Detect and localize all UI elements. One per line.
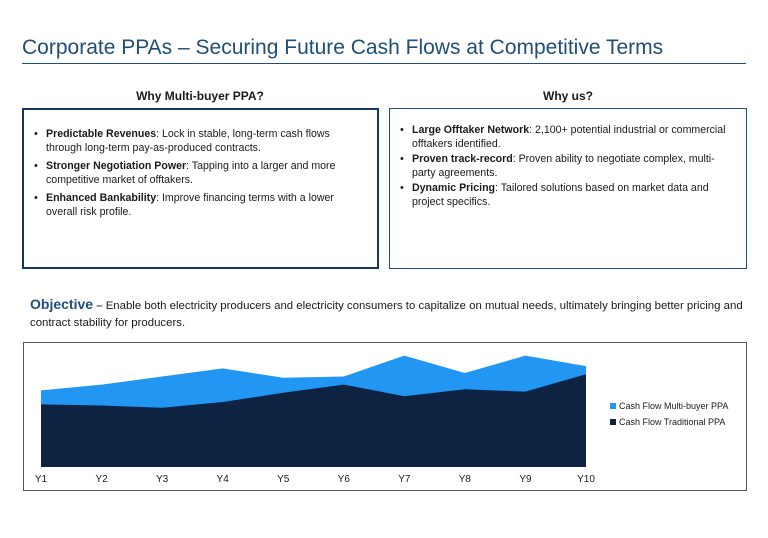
- reason-text: : Proven ability to negotiate complex, m…: [412, 153, 715, 179]
- why-us-list: Large Offtaker Network: 2,100+ potential…: [400, 124, 736, 209]
- multi-buyer-benefits-list: Predictable Revenues: Lock in stable, lo…: [34, 128, 367, 219]
- benefit-title: Predictable Revenues: [46, 128, 157, 140]
- reason-title: Dynamic Pricing: [412, 182, 496, 194]
- reason-text: : 2,100+ potential industrial or commerc…: [412, 124, 726, 150]
- right-panel-heading: Why us?: [543, 89, 593, 103]
- page-title: Corporate PPAs – Securing Future Cash Fl…: [22, 36, 664, 59]
- legend-swatch: [610, 419, 616, 425]
- x-axis-ticks: Y1 Y2 Y3 Y4 Y5 Y6 Y7 Y8 Y9 Y10: [35, 474, 595, 485]
- left-panel-heading: Why Multi-buyer PPA?: [136, 89, 264, 103]
- benefit-text: : Improve financing terms with a lower o…: [46, 192, 334, 218]
- chart-legend: Cash Flow Multi-buyer PPA Cash Flow Tradi…: [610, 401, 728, 427]
- benefit-text: : Tapping into a larger and more competi…: [46, 160, 336, 186]
- x-tick-label: Y10: [577, 474, 595, 485]
- legend-swatch: [610, 403, 616, 409]
- objective-text: Enable both electricity producers and el…: [30, 300, 743, 329]
- x-tick-label: Y8: [459, 474, 472, 485]
- benefit-title: Enhanced Bankability: [46, 192, 157, 204]
- benefit-item: Stronger Negotiation Power: Tapping into…: [34, 160, 367, 187]
- x-tick-label: Y9: [519, 474, 532, 485]
- x-tick-label: Y5: [277, 474, 290, 485]
- x-tick-label: Y2: [95, 474, 108, 485]
- legend-label: Cash Flow Traditional PPA: [619, 417, 725, 427]
- multi-buyer-benefits-box: Predictable Revenues: Lock in stable, lo…: [22, 108, 379, 269]
- reason-title: Proven track-record: [412, 153, 513, 165]
- x-tick-label: Y6: [338, 474, 351, 485]
- area-traditional-ppa: [41, 374, 586, 467]
- benefit-item: Predictable Revenues: Lock in stable, lo…: [34, 128, 367, 155]
- benefit-text: : Lock in stable, long-term cash flows t…: [46, 128, 330, 154]
- x-tick-label: Y7: [398, 474, 411, 485]
- x-tick-label: Y1: [35, 474, 48, 485]
- benefit-item: Enhanced Bankability: Improve financing …: [34, 192, 367, 219]
- reason-text: : Tailored solutions based on market dat…: [412, 182, 709, 208]
- reason-item: Large Offtaker Network: 2,100+ potential…: [400, 124, 736, 151]
- objective-label: Objective: [30, 296, 94, 312]
- cash-flow-chart-svg: Y1 Y2 Y3 Y4 Y5 Y6 Y7 Y8 Y9 Y10 Cash Flow Multi-bu…: [35, 355, 728, 485]
- legend-label: Cash Flow Multi-buyer PPA: [619, 401, 728, 411]
- objective-dash: –: [93, 300, 106, 312]
- title-divider: [22, 63, 746, 64]
- cash-flow-chart: Y1 Y2 Y3 Y4 Y5 Y6 Y7 Y8 Y9 Y10 Cash Flow Multi-bu…: [23, 342, 747, 491]
- reason-item: Dynamic Pricing: Tailored solutions base…: [400, 182, 736, 209]
- objective-statement: Objective – Enable both electricity prod…: [30, 296, 750, 332]
- why-us-box: Large Offtaker Network: 2,100+ potential…: [389, 108, 747, 269]
- x-tick-label: Y3: [156, 474, 169, 485]
- reason-item: Proven track-record: Proven ability to n…: [400, 153, 736, 180]
- reason-title: Large Offtaker Network: [412, 124, 530, 136]
- x-tick-label: Y4: [217, 474, 230, 485]
- benefit-title: Stronger Negotiation Power: [46, 160, 187, 172]
